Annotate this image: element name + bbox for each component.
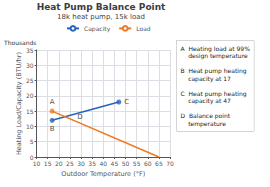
svg-text:Heat Pump Balance Point: Heat Pump Balance Point (37, 2, 166, 12)
svg-text:capacity at 17: capacity at 17 (181, 75, 232, 83)
svg-text:25: 25 (66, 160, 74, 167)
svg-text:45: 45 (111, 160, 119, 167)
svg-text:15: 15 (44, 160, 52, 167)
svg-text:70: 70 (166, 160, 174, 167)
svg-text:Load: Load (136, 25, 151, 32)
svg-text:30: 30 (26, 62, 34, 69)
svg-text:50: 50 (122, 160, 130, 167)
svg-text:Capacity: Capacity (84, 25, 111, 33)
svg-text:60: 60 (144, 160, 152, 167)
svg-text:30: 30 (77, 160, 85, 167)
svg-text:55: 55 (133, 160, 141, 167)
svg-text:capacity at 47: capacity at 47 (181, 97, 232, 105)
svg-text:65: 65 (155, 160, 163, 167)
svg-text:20: 20 (55, 160, 63, 167)
svg-text:A Heating load at 99%: A Heating load at 99% (180, 44, 250, 52)
svg-text:B: B (50, 125, 55, 133)
svg-text:Thousands: Thousands (3, 39, 36, 46)
svg-text:35: 35 (26, 47, 34, 54)
svg-text:D Balance point: D Balance point (180, 112, 231, 120)
svg-text:Heating Load/Capacity (BTU/hr): Heating Load/Capacity (BTU/hr) (15, 52, 23, 155)
svg-text:design temperature: design temperature (181, 52, 248, 60)
svg-text:0: 0 (29, 153, 34, 161)
svg-text:40: 40 (99, 160, 107, 167)
svg-text:B Heat pump heating: B Heat pump heating (180, 67, 247, 75)
svg-text:10: 10 (26, 123, 34, 130)
svg-text:C Heat pump heating: C Heat pump heating (180, 89, 247, 97)
svg-text:15: 15 (26, 108, 34, 115)
svg-text:5: 5 (30, 138, 34, 145)
svg-text:C: C (124, 98, 129, 106)
svg-text:20: 20 (26, 92, 34, 99)
svg-text:Outdoor Temperature (°F): Outdoor Temperature (°F) (61, 170, 145, 178)
svg-text:A: A (50, 98, 55, 106)
svg-text:18k heat pump, 15k load: 18k heat pump, 15k load (57, 13, 145, 21)
svg-text:35: 35 (88, 160, 96, 167)
svg-text:25: 25 (26, 77, 34, 84)
svg-text:temperature: temperature (181, 120, 227, 128)
svg-text:10: 10 (33, 160, 41, 167)
svg-text:D: D (77, 113, 82, 121)
